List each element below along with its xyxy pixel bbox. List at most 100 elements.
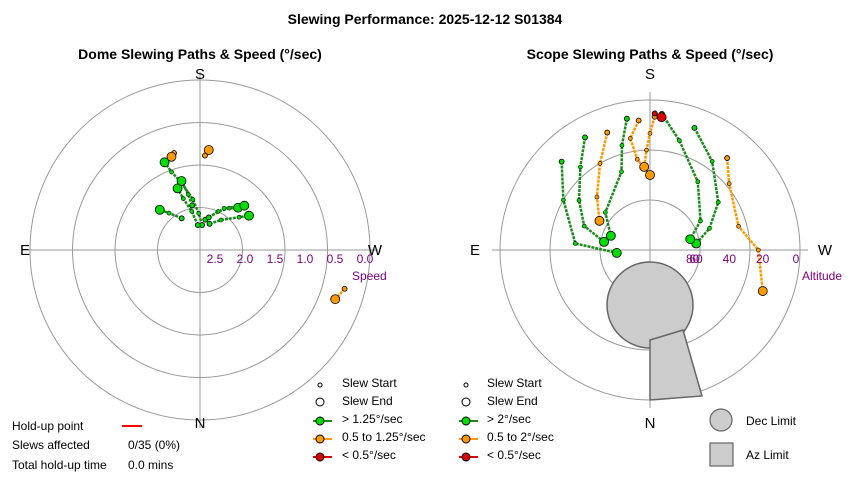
scope-path-point (698, 218, 703, 224)
scope-path-point (634, 156, 640, 162)
dome-compass-right: W (368, 242, 383, 259)
dome-slew-start-marker (205, 214, 212, 221)
dome-slew-end-marker (159, 157, 170, 168)
total-holdup-label: Total hold-up time (12, 458, 107, 472)
scope-path-point (709, 158, 715, 164)
dome-polar-grid (22, 72, 378, 428)
dome-legend-fast: > 1.25°/sec (342, 412, 403, 426)
scope-path-point (628, 136, 633, 141)
slews-affected-value: 0/35 (0%) (128, 438, 180, 452)
scope-tick-label: 60 (689, 252, 703, 266)
scope-slew-end-marker (757, 286, 768, 296)
scope-path-point (726, 181, 732, 186)
scope-chart-title: Scope Slewing Paths & Speed (°/sec) (527, 46, 774, 62)
scope-slew-start-marker (724, 155, 731, 161)
dome-slew-end-marker (176, 176, 187, 186)
scope-path-point (677, 138, 682, 143)
scope-path-point (619, 169, 624, 174)
legend-fast-marker (315, 416, 325, 426)
scope-slew-path (604, 118, 629, 237)
dome-slew-path (209, 214, 250, 225)
az-limit-region (649, 329, 703, 401)
scope-slew-start-marker (691, 124, 698, 131)
scope-legend-slow: < 0.5°/sec (487, 448, 541, 462)
scope-slew-paths (558, 110, 768, 296)
scope-path-point (707, 226, 712, 231)
dome-slew-start-marker (194, 222, 201, 228)
scope-path-point (581, 223, 587, 229)
scope-slew-end-marker (611, 248, 622, 258)
dome-radial-ticks: 2.5 2.0 1.5 1.0 0.5 0.0 (207, 252, 374, 266)
scope-path-point (619, 143, 625, 148)
dome-path-point (196, 211, 202, 216)
scope-slew-end-marker (685, 234, 696, 245)
scope-slew-path (595, 132, 609, 221)
scope-tick-label: 80 (686, 252, 700, 266)
scope-legend: Slew Start Slew End > 2°/sec 0.5 to 2°/s… (459, 376, 797, 467)
scope-path-point (597, 161, 603, 166)
dome-slew-path (176, 187, 199, 226)
scope-legend-slew-start: Slew Start (487, 376, 542, 390)
scope-path-point (572, 241, 578, 246)
dome-slew-start-marker (189, 202, 196, 209)
scope-slew-end-marker (605, 230, 616, 241)
dome-path-point (221, 205, 227, 211)
scope-path-point (715, 199, 721, 205)
scope-slew-end-marker (639, 161, 650, 172)
scope-compass-top: S (645, 66, 655, 83)
figure-title: Slewing Performance: 2025-12-12 S01384 (288, 11, 563, 27)
dome-tick-label: 1.0 (297, 252, 314, 266)
holdup-point-label: Hold-up point (12, 419, 84, 433)
scope-legend-slew-end: Slew End (487, 394, 538, 408)
scope-path-point (736, 223, 741, 229)
scope-path-point (647, 131, 653, 136)
scope-slew-path (628, 119, 651, 176)
scope-slew-end-marker (656, 112, 667, 123)
dome-slew-end-marker (239, 200, 250, 211)
scope-path-point (756, 247, 761, 253)
dome-path-point (185, 192, 191, 197)
dome-legend-slow: < 0.5°/sec (342, 448, 396, 462)
dome-tick-label: 0.5 (327, 252, 344, 266)
scope-path-point (594, 194, 600, 200)
scope-slew-start-marker (635, 117, 642, 124)
dome-compass-left: E (20, 242, 30, 259)
dome-slew-end-marker (330, 294, 341, 305)
scope-path-point (644, 147, 649, 153)
dome-compass-bottom: N (195, 415, 206, 432)
scope-legend-slow-marker (461, 452, 471, 462)
scope-legend-start-marker (463, 382, 469, 388)
scope-path-point (561, 197, 566, 203)
scope-legend-dec-limit: Dec Limit (746, 414, 797, 428)
scope-path-point (578, 164, 583, 170)
legend-slow-marker (315, 452, 325, 462)
dome-slew-end-marker (154, 204, 165, 215)
dome-slew-end-marker (244, 210, 254, 221)
dome-radial-axis-label: Speed (352, 269, 387, 283)
az-limit-legend-icon (709, 442, 734, 467)
scope-legend-medium: 0.5 to 2°/sec (487, 430, 554, 444)
scope-legend-fast-marker (461, 416, 471, 426)
dome-polar-chart: Dome Slewing Paths & Speed (°/sec) S N E… (20, 46, 387, 432)
scope-slew-start-marker (623, 115, 630, 122)
dome-tick-label: 0.0 (357, 252, 374, 266)
dome-slew-path (180, 180, 194, 206)
scope-legend-end-marker (461, 397, 471, 407)
dome-slew-paths (154, 145, 348, 305)
dome-path-point (218, 217, 224, 223)
scope-slew-path (642, 116, 656, 168)
dome-slew-start-marker (206, 220, 213, 227)
dome-path-point (166, 210, 172, 216)
scope-slew-end-marker (599, 236, 609, 247)
dome-tick-label: 1.5 (267, 252, 284, 266)
scope-path-point (576, 197, 582, 203)
dec-limit-legend-icon (709, 408, 733, 432)
scope-slew-start-marker (604, 129, 611, 136)
scope-slew-path (693, 127, 720, 245)
dome-slew-start-marker (178, 215, 185, 222)
dome-legend-slew-end: Slew End (342, 394, 393, 408)
holdup-summary: Hold-up point Slews affected 0/35 (0%) T… (12, 419, 180, 472)
scope-slew-path (577, 137, 605, 243)
scope-legend-fast: > 2°/sec (487, 412, 531, 426)
